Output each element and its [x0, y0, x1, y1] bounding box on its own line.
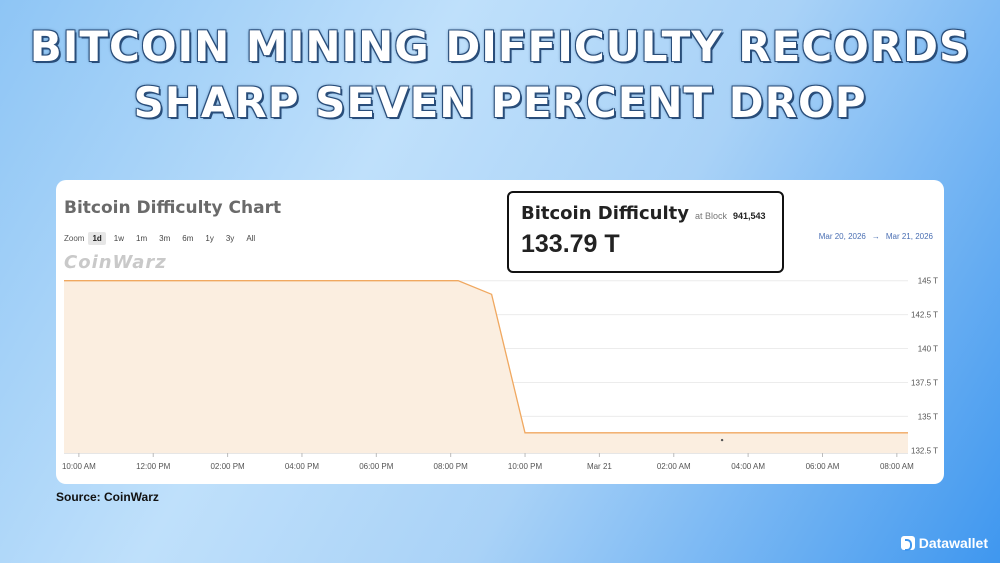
y-tick-label: 135 T	[918, 412, 938, 421]
brand-logo: Datawallet	[900, 535, 988, 551]
x-tick-label: 10:00 PM	[508, 462, 543, 471]
zoom-controls: Zoom 1d 1w 1m 3m 6m 1y 3y All	[64, 232, 259, 245]
x-tick-label: Mar 21	[587, 462, 612, 471]
zoom-button-3m[interactable]: 3m	[159, 234, 171, 243]
zoom-button-all[interactable]: All	[246, 234, 256, 243]
difficulty-tooltip: Bitcoin Difficulty at Block 941,543 133.…	[507, 191, 784, 273]
headline-line-1: BITCOIN MINING DIFFICULTY RECORDS	[29, 22, 971, 71]
y-tick-label: 142.5 T	[911, 311, 938, 320]
tooltip-at-label: at Block	[694, 211, 727, 221]
x-tick-label: 02:00 AM	[657, 462, 691, 471]
y-tick-label: 132.5 T	[911, 446, 938, 455]
x-tick-label: 06:00 PM	[359, 462, 394, 471]
zoom-button-1m[interactable]: 1m	[136, 234, 148, 243]
x-tick-label: 08:00 PM	[434, 462, 469, 471]
zoom-button-1d[interactable]: 1d	[88, 232, 106, 245]
date-to[interactable]: Mar 21, 2026	[885, 232, 933, 241]
tooltip-title: Bitcoin Difficulty	[521, 203, 689, 224]
difficulty-series-line	[64, 280, 908, 434]
zoom-button-1w[interactable]: 1w	[113, 234, 125, 243]
brand-name: Datawallet	[918, 535, 988, 551]
date-arrow: →	[871, 232, 880, 241]
x-tick-label: 06:00 AM	[806, 462, 840, 471]
hover-marker-dot	[720, 438, 724, 442]
x-tick-label: 04:00 AM	[731, 462, 765, 471]
tooltip-value: 133.79 T	[521, 230, 620, 258]
datawallet-icon	[900, 536, 915, 551]
source-credit: Source: CoinWarz	[56, 490, 159, 504]
x-tick-label: 10:00 AM	[62, 462, 96, 471]
zoom-button-6m[interactable]: 6m	[182, 234, 194, 243]
y-tick-label: 137.5 T	[911, 378, 938, 387]
zoom-button-3y[interactable]: 3y	[225, 234, 235, 243]
y-tick-label: 145 T	[918, 277, 938, 286]
tooltip-block-number: 941,543	[732, 211, 766, 221]
difficulty-area-fill	[64, 280, 908, 453]
date-from[interactable]: Mar 20, 2026	[818, 232, 866, 241]
chart-card: Bitcoin Difficulty Chart Zoom 1d 1w 1m 3…	[56, 180, 944, 484]
chart-title: Bitcoin Difficulty Chart	[64, 198, 282, 218]
zoom-label: Zoom	[64, 234, 85, 243]
difficulty-chart: 145 T 142.5 T 140 T 137.5 T 135 T 132.5 T 10:0…	[62, 277, 938, 471]
x-tick-label: 08:00 AM	[880, 462, 914, 471]
coinwarz-watermark-logo: CoinWarz	[64, 252, 167, 273]
x-tick-label: 12:00 PM	[136, 462, 171, 471]
headline-line-2: SHARP SEVEN PERCENT DROP	[133, 78, 867, 127]
x-tick-label: 04:00 PM	[285, 462, 320, 471]
y-tick-label: 140 T	[918, 345, 938, 354]
zoom-button-1y[interactable]: 1y	[205, 234, 214, 243]
date-range: Mar 20, 2026 → Mar 21, 2026	[816, 232, 936, 241]
x-tick-label: 02:00 PM	[210, 462, 245, 471]
